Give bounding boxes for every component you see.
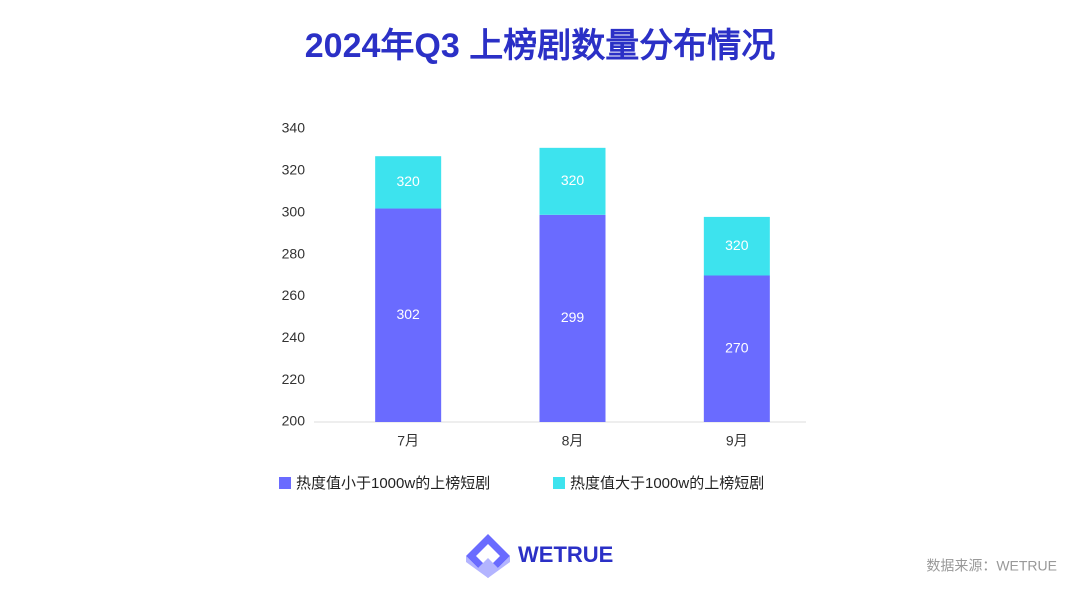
bar-segment [703, 216, 770, 276]
logo-icon [466, 556, 510, 578]
bar-segment [539, 147, 606, 215]
y-tick-label: 200 [282, 413, 306, 429]
bar-segment [375, 208, 442, 422]
data-label: 320 [561, 172, 585, 188]
legend-label: 热度值大于1000w的上榜短剧 [570, 475, 764, 492]
data-label: 320 [725, 237, 749, 253]
y-tick-label: 260 [282, 287, 306, 303]
logo-text: WETRUE [518, 542, 613, 567]
y-tick-label: 320 [282, 162, 306, 178]
y-tick-label: 280 [282, 245, 306, 261]
bar-segment [375, 156, 442, 209]
x-tick-label: 7月 [397, 433, 419, 449]
data-label: 302 [396, 306, 420, 322]
logo: WETRUE [466, 534, 613, 578]
data-label: 270 [725, 339, 749, 355]
legend-swatch [553, 477, 565, 489]
x-tick-label: 9月 [726, 433, 748, 449]
chart-title: 2024年Q3 上榜剧数量分布情况 [305, 27, 775, 65]
y-tick-label: 240 [282, 329, 306, 345]
y-tick-label: 220 [282, 371, 306, 387]
bar-segment [539, 214, 606, 422]
y-tick-label: 340 [282, 120, 306, 136]
y-tick-label: 300 [282, 203, 306, 219]
data-label: 299 [561, 309, 585, 325]
x-tick-label: 8月 [562, 433, 584, 449]
logo-icon [476, 544, 500, 568]
legend-swatch [279, 477, 291, 489]
bar-segment [703, 275, 770, 422]
source: 数据来源：WETRUE [926, 558, 1057, 574]
data-label: 320 [396, 173, 420, 189]
legend-label: 热度值小于1000w的上榜短剧 [296, 475, 490, 492]
